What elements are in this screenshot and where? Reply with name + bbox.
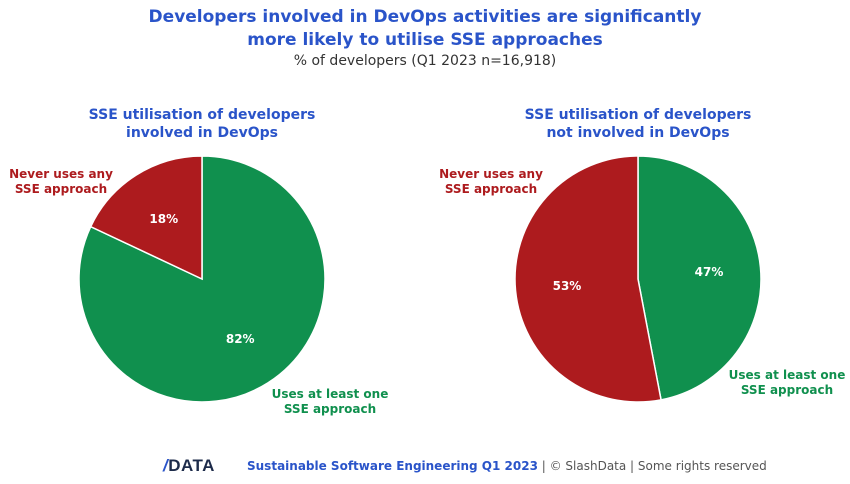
right-pie-value-uses: 47% <box>694 265 724 280</box>
footer-report-name: Sustainable Software Engineering Q1 2023 <box>247 459 538 473</box>
right-pie-slice-never <box>514 155 662 403</box>
right-never-label-line2: SSE approach <box>444 182 538 196</box>
right-pie-slice-uses <box>637 155 762 401</box>
left-uses-label-line2: SSE approach <box>283 402 377 416</box>
left-pie-value-uses: 82% <box>225 332 255 347</box>
footer: /DATA Sustainable Software Engineering Q… <box>0 456 850 482</box>
right-uses-label: Uses at least one SSE approach <box>722 368 850 398</box>
left-chart-title-line2: involved in DevOps <box>126 125 278 141</box>
right-never-label-line1: Never uses any <box>439 167 543 181</box>
right-chart-title-line2: not involved in DevOps <box>546 125 730 141</box>
slashdata-logo: /DATA <box>163 456 215 475</box>
left-pie-value-never: 18% <box>149 211 179 226</box>
right-never-label: Never uses any SSE approach <box>436 167 546 197</box>
left-never-label: Never uses any SSE approach <box>6 167 116 197</box>
left-chart-title-line1: SSE utilisation of developers <box>88 107 316 123</box>
right-chart-title: SSE utilisation of developers not involv… <box>478 106 798 142</box>
subtitle: % of developers (Q1 2023 n=16,918) <box>293 53 557 69</box>
main-title: Developers involved in DevOps activities… <box>0 6 850 52</box>
left-uses-label: Uses at least one SSE approach <box>265 387 395 417</box>
right-uses-label-line2: SSE approach <box>740 383 834 397</box>
left-uses-label-line1: Uses at least one <box>271 387 389 401</box>
right-uses-label-line1: Uses at least one <box>728 368 846 382</box>
left-never-label-line1: Never uses any <box>9 167 113 181</box>
right-chart-title-line1: SSE utilisation of developers <box>524 107 752 123</box>
left-chart-title: SSE utilisation of developers involved i… <box>42 106 362 142</box>
main-title-line1: Developers involved in DevOps activities… <box>148 7 702 27</box>
footer-copyright: | © SlashData | Some rights reserved <box>537 459 767 473</box>
main-title-line2: more likely to utilise SSE approaches <box>247 30 603 50</box>
left-never-label-line2: SSE approach <box>14 182 108 196</box>
right-pie-value-never: 53% <box>552 278 582 293</box>
left-pie-slice-never <box>89 155 203 281</box>
footer-text: Sustainable Software Engineering Q1 2023… <box>247 459 767 473</box>
